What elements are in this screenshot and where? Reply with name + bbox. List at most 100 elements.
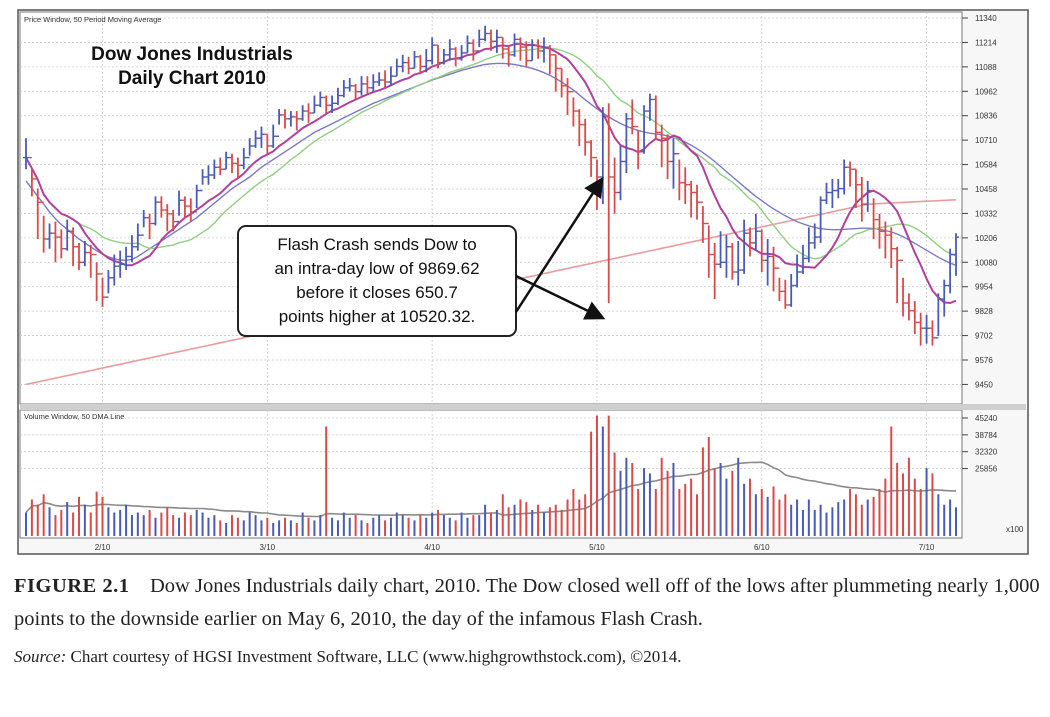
price-bar [393,58,400,77]
annotation-line-3: before it closes 650.7 [296,283,458,302]
source-text: Chart courtesy of HGSI Investment Softwa… [70,647,682,666]
price-bar [52,221,59,263]
price-bar [576,109,583,146]
price-bar [435,44,442,69]
price-bar [911,301,918,335]
price-bar [299,105,306,121]
price-bar [758,229,765,272]
annotation-arrows [514,176,606,320]
price-bar [246,138,253,159]
chart-title-line2: Daily Chart 2010 [118,68,266,89]
annotation-box [237,225,517,337]
figure-caption: FIGURE 2.1 Dow Jones Industrials daily c… [14,570,1040,670]
volume-tick-label: 38784 [975,431,998,440]
price-bar [158,196,165,218]
caption-body: FIGURE 2.1 Dow Jones Industrials daily c… [14,570,1040,636]
x-tick-label: 5/10 [589,543,605,552]
price-bar [852,168,859,208]
price-bar [281,109,288,129]
price-bar [311,95,318,114]
price-bar [876,213,883,249]
price-bar [305,103,312,123]
price-tick-label: 10332 [975,209,998,218]
price-bar [187,198,194,222]
price-bar [882,221,889,259]
price-bar [28,156,35,197]
price-bar [287,111,294,127]
price-bar [817,196,824,243]
price-bar [717,231,724,269]
price-bar [117,250,124,278]
x-tick-label: 2/10 [95,543,111,552]
price-bar [864,180,871,212]
price-tick-label: 10962 [975,87,998,96]
price-bar [623,113,630,174]
price-tick-label: 10458 [975,185,998,194]
price-bar [146,213,153,240]
annotation-line-1: Flash Crash sends Dow to [277,235,476,254]
price-tick-label: 10584 [975,161,998,170]
price-bar [729,242,736,280]
price-bar [46,223,53,249]
price-bar [452,47,459,67]
price-bar [858,176,865,222]
price-bar [317,91,324,108]
price-bar [805,227,812,263]
price-bar [564,78,571,115]
price-bar [176,190,183,223]
price-bar [64,219,71,251]
annotation-line-4: points higher at 10520.32. [279,307,476,326]
price-bar [323,95,330,113]
price-bar [329,95,336,113]
price-bar [676,153,683,201]
price-bar [870,189,877,240]
price-bar [811,223,818,249]
price-bar [646,93,653,121]
price-bar [752,213,759,251]
price-bar [270,124,277,148]
price-bar [446,39,453,61]
price-bar [128,235,135,263]
price-bar [776,267,783,302]
price-tick-label: 11214 [975,38,997,47]
price-bar [799,244,806,274]
price-bar [358,76,365,96]
price-axis: 11340 11214 11088 10962 10836 10710 10584 10458… [962,14,998,474]
annotation-line-2: an intra-day low of 9869.62 [274,259,479,278]
price-bar [905,293,912,321]
price-bar [87,244,94,278]
price-bar [293,111,300,131]
price-bar [540,37,547,63]
ma-50-line [25,62,957,267]
price-bar [199,169,206,192]
price-bar [99,273,106,307]
chart-title-line1: Dow Jones Industrials [91,44,293,65]
price-bar [658,124,665,168]
price-bar [123,246,130,271]
price-bar [211,159,218,179]
source-label: Source: [14,647,67,666]
dow-jones-chart: 11340 11214 11088 10962 10836 10710 10584 10458… [17,9,1029,555]
price-bar [223,151,230,170]
price-bar [464,35,471,54]
price-bar [352,83,359,100]
price-window-label: Price Window, 50 Period Moving Average [24,15,161,24]
price-bar [111,254,118,286]
price-bar [888,227,895,269]
price-bar [664,134,671,179]
price-bar [611,157,618,214]
x-tick-label: 6/10 [754,543,770,552]
price-bar [493,29,500,53]
price-bar [105,270,112,298]
price-tick-label: 10710 [975,136,998,145]
volume-tick-label: 45240 [975,414,998,423]
price-bar [511,33,518,57]
price-bar [170,209,177,232]
price-bar [364,76,371,94]
price-bar [947,248,954,294]
price-bar [558,67,565,98]
price-bar [276,109,283,137]
price-bar [346,78,353,92]
price-bar [529,39,536,62]
price-panel [19,11,963,405]
